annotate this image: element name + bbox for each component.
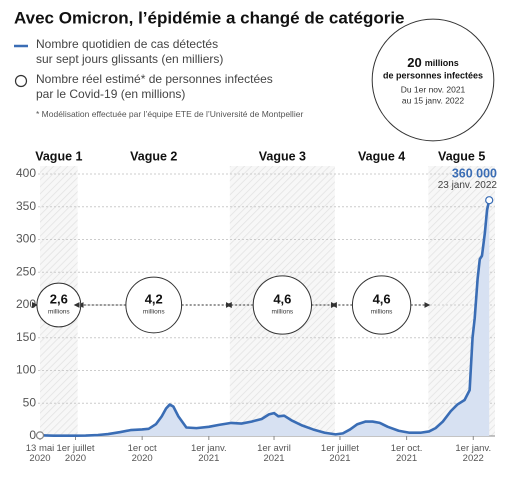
wave-label: Vague 5 — [438, 149, 485, 163]
estimate-circle — [351, 275, 412, 335]
wave-label: Vague 1 — [35, 149, 82, 163]
estimate-unit: millions — [371, 309, 393, 316]
y-tick-label: 100 — [16, 363, 36, 377]
x-tick-label: 1er oct. 2021 — [390, 443, 423, 464]
total-value: 20 — [407, 55, 421, 70]
legend-cases: Nombre quotidien de cas détectés sur sep… — [36, 37, 224, 66]
wave-label: Vague 3 — [259, 149, 306, 163]
estimate-label: 4,2 — [145, 291, 163, 306]
x-tick-label: 1er janv. 2022 — [455, 443, 492, 464]
total-unit: millions — [425, 58, 459, 68]
x-tick-label: 1er janv. 2021 — [190, 443, 227, 464]
y-tick-label: 300 — [16, 232, 36, 246]
estimate-label: 2,6 — [50, 291, 68, 306]
total-period: Du 1er nov. 2021 — [401, 84, 466, 94]
chart-title: Avec Omicron, l’épidémie a changé de cat… — [14, 8, 405, 27]
legend-circle-icon — [14, 74, 28, 88]
estimate-unit: millions — [143, 309, 165, 316]
y-tick-label: 150 — [16, 330, 36, 344]
end-point — [485, 196, 494, 205]
note: * Modélisation effectuée par l’équipe ET… — [36, 109, 304, 119]
end-point — [35, 431, 45, 440]
y-tick-label: 350 — [16, 199, 36, 213]
x-tick-label: 1er avril 2021 — [257, 443, 291, 464]
wave-label: Vague 4 — [358, 149, 405, 163]
y-tick-label: 250 — [16, 264, 36, 278]
peak-label: 360 000 — [452, 166, 497, 180]
line — [39, 199, 491, 437]
y-tick-label: 200 — [16, 297, 36, 311]
total-caption: de personnes infectées — [383, 70, 483, 80]
x-tick-label: 1er oct 2020 — [127, 443, 157, 464]
peak-date: 23 janv. 2022 — [438, 180, 498, 191]
total-period: au 15 janv. 2022 — [402, 95, 464, 105]
x-tick-label: 13 mai 2020 — [25, 443, 55, 464]
estimate-label: 4,6 — [273, 291, 291, 306]
estimate-unit: millions — [48, 309, 70, 316]
x-tick-label: 1er juillet 2020 — [56, 443, 95, 464]
x-tick-label: 1er juillet 2021 — [320, 443, 359, 464]
legend-estimate: Nombre réel estimé* de personnes infecté… — [36, 72, 273, 101]
estimate-circle — [125, 276, 183, 334]
estimate-circle — [252, 275, 313, 335]
y-tick-label: 0 — [29, 428, 36, 442]
total-label: 20 millions — [407, 55, 458, 70]
total-circle — [371, 18, 495, 142]
estimate-unit: millions — [272, 309, 294, 316]
estimate-label: 4,6 — [373, 291, 391, 306]
y-tick-label: 50 — [23, 395, 37, 409]
y-tick-label: 400 — [16, 166, 36, 180]
wave-label: Vague 2 — [130, 149, 177, 163]
